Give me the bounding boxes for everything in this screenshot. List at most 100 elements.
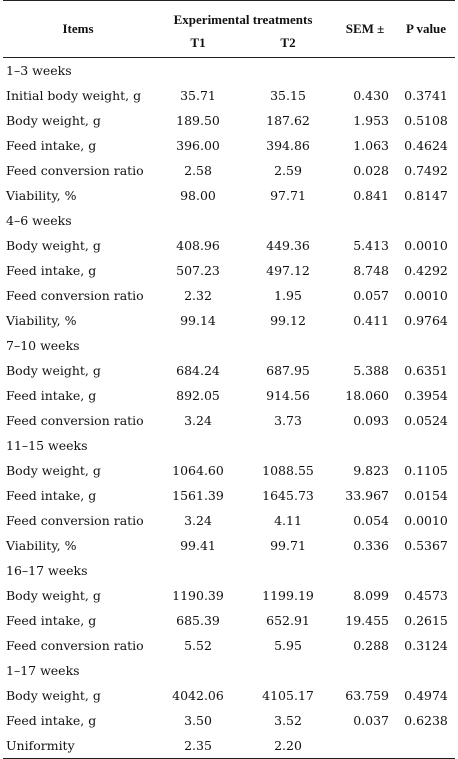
table-row: Feed intake, g 3.50 3.52 0.037 0.6238 (3, 708, 455, 733)
section-row: 1–17 weeks (3, 658, 455, 683)
cell-item: Feed intake, g (6, 613, 97, 628)
section-title: 1–3 weeks (6, 63, 72, 78)
cell-p (397, 733, 455, 759)
cell-t2: 4.11 (274, 513, 302, 528)
cell-item: Body weight, g (6, 463, 101, 478)
cell-p: 0.2615 (404, 613, 448, 628)
cell-p: 0.3954 (404, 388, 448, 403)
cell-t1: 396.00 (176, 138, 220, 153)
cell-t1: 189.50 (176, 113, 220, 128)
cell-t1: 1064.60 (172, 463, 224, 478)
cell-p: 0.0010 (404, 238, 448, 253)
cell-t1: 892.05 (176, 388, 220, 403)
table-row: Viability, % 99.14 99.12 0.411 0.9764 (3, 308, 455, 333)
table-row: Viability, % 99.41 99.71 0.336 0.5367 (3, 533, 455, 558)
cell-sem: 5.413 (353, 238, 390, 253)
cell-p: 0.8147 (404, 188, 448, 203)
cell-p: 0.6238 (404, 713, 448, 728)
table-row: Feed conversion ratio 2.32 1.95 0.057 0.0010 (3, 283, 455, 308)
cell-t2: 4105.17 (262, 688, 314, 703)
table-row: Feed conversion ratio 3.24 3.73 0.093 0.0524 (3, 408, 455, 433)
cell-t2: 3.73 (274, 413, 302, 428)
cell-sem: 9.823 (353, 463, 390, 478)
table-row: Feed conversion ratio 3.24 4.11 0.054 0.0010 (3, 508, 455, 533)
header-p: P value (405, 21, 447, 36)
cell-t2: 652.91 (266, 613, 310, 628)
cell-item: Viability, % (6, 313, 77, 328)
table-row: Body weight, g 1064.60 1088.55 9.823 0.1105 (3, 458, 455, 483)
cell-t1: 507.23 (176, 263, 220, 278)
cell-sem: 18.060 (345, 388, 390, 403)
cell-t1: 35.71 (180, 88, 216, 103)
table-row: Feed intake, g 892.05 914.56 18.060 0.3954 (3, 383, 455, 408)
cell-t2: 99.12 (270, 313, 306, 328)
cell-t1: 5.52 (184, 638, 212, 653)
table-row: Viability, % 98.00 97.71 0.841 0.8147 (3, 183, 455, 208)
cell-item: Feed intake, g (6, 713, 97, 728)
table-row: Body weight, g 684.24 687.95 5.388 0.6351 (3, 358, 455, 383)
cell-item: Feed conversion ratio (6, 638, 144, 653)
section-title: 16–17 weeks (6, 563, 88, 578)
cell-t2: 1.95 (274, 288, 302, 303)
cell-t1: 3.24 (184, 413, 212, 428)
cell-t1: 99.14 (180, 313, 216, 328)
cell-p: 0.4573 (404, 588, 448, 603)
section-row: 1–3 weeks (3, 58, 455, 84)
cell-t1: 684.24 (176, 363, 220, 378)
cell-t2: 1199.19 (262, 588, 314, 603)
cell-item: Feed intake, g (6, 488, 97, 503)
cell-p: 0.4974 (404, 688, 448, 703)
table-row: Feed intake, g 685.39 652.91 19.455 0.2615 (3, 608, 455, 633)
table-row: Feed intake, g 1561.39 1645.73 33.967 0.0154 (3, 483, 455, 508)
cell-sem: 0.841 (353, 188, 390, 203)
header-experimental: Experimental treatments (173, 12, 313, 27)
cell-t2: 394.86 (266, 138, 310, 153)
cell-sem: 0.037 (353, 713, 390, 728)
cell-sem: 1.063 (353, 138, 390, 153)
cell-sem: 63.759 (345, 688, 390, 703)
table-row: Uniformity 2.35 2.20 (3, 733, 456, 759)
cell-t1: 1190.39 (172, 588, 224, 603)
cell-sem: 33.967 (345, 488, 390, 503)
cell-t1: 2.35 (184, 738, 212, 753)
table-row: Feed conversion ratio 2.58 2.59 0.028 0.7492 (3, 158, 455, 183)
cell-t1: 685.39 (176, 613, 220, 628)
cell-sem: 19.455 (345, 613, 390, 628)
cell-p: 0.9764 (404, 313, 448, 328)
cell-item: Feed intake, g (6, 388, 97, 403)
table-row: Feed conversion ratio 5.52 5.95 0.288 0.3124 (3, 633, 455, 658)
section-title: 4–6 weeks (6, 213, 72, 228)
cell-item: Feed intake, g (6, 138, 97, 153)
cell-sem: 0.054 (353, 513, 390, 528)
cell-p: 0.0524 (404, 413, 448, 428)
cell-t1: 99.41 (180, 538, 216, 553)
cell-t1: 2.58 (184, 163, 212, 178)
cell-sem (333, 733, 397, 759)
table-row: Body weight, g 189.50 187.62 1.953 0.5108 (3, 108, 455, 133)
cell-sem: 0.430 (353, 88, 390, 103)
cell-sem: 1.953 (353, 113, 390, 128)
section-row: 7–10 weeks (3, 333, 455, 358)
cell-t1: 4042.06 (172, 688, 224, 703)
table-row: Body weight, g 1190.39 1199.19 8.099 0.4573 (3, 583, 455, 608)
cell-item: Body weight, g (6, 688, 101, 703)
cell-item: Viability, % (6, 188, 77, 203)
table-body: 1–3 weeks Initial body weight, g 35.71 35.1… (3, 58, 456, 759)
cell-t2: 97.71 (270, 188, 306, 203)
cell-t2: 3.52 (274, 713, 302, 728)
cell-t1: 98.00 (180, 188, 216, 203)
header-t2: T2 (280, 35, 296, 50)
section-title: 1–17 weeks (6, 663, 80, 678)
cell-item: Feed conversion ratio (6, 413, 144, 428)
cell-t2: 914.56 (266, 388, 310, 403)
cell-sem: 0.057 (353, 288, 390, 303)
cell-t1: 3.24 (184, 513, 212, 528)
table-row: Body weight, g 4042.06 4105.17 63.759 0.4974 (3, 683, 455, 708)
header-items: Items (62, 21, 94, 36)
cell-t2: 5.95 (274, 638, 302, 653)
cell-p: 0.1105 (404, 463, 448, 478)
cell-t2: 2.59 (274, 163, 302, 178)
cell-sem: 0.093 (353, 413, 390, 428)
cell-t2: 497.12 (266, 263, 310, 278)
